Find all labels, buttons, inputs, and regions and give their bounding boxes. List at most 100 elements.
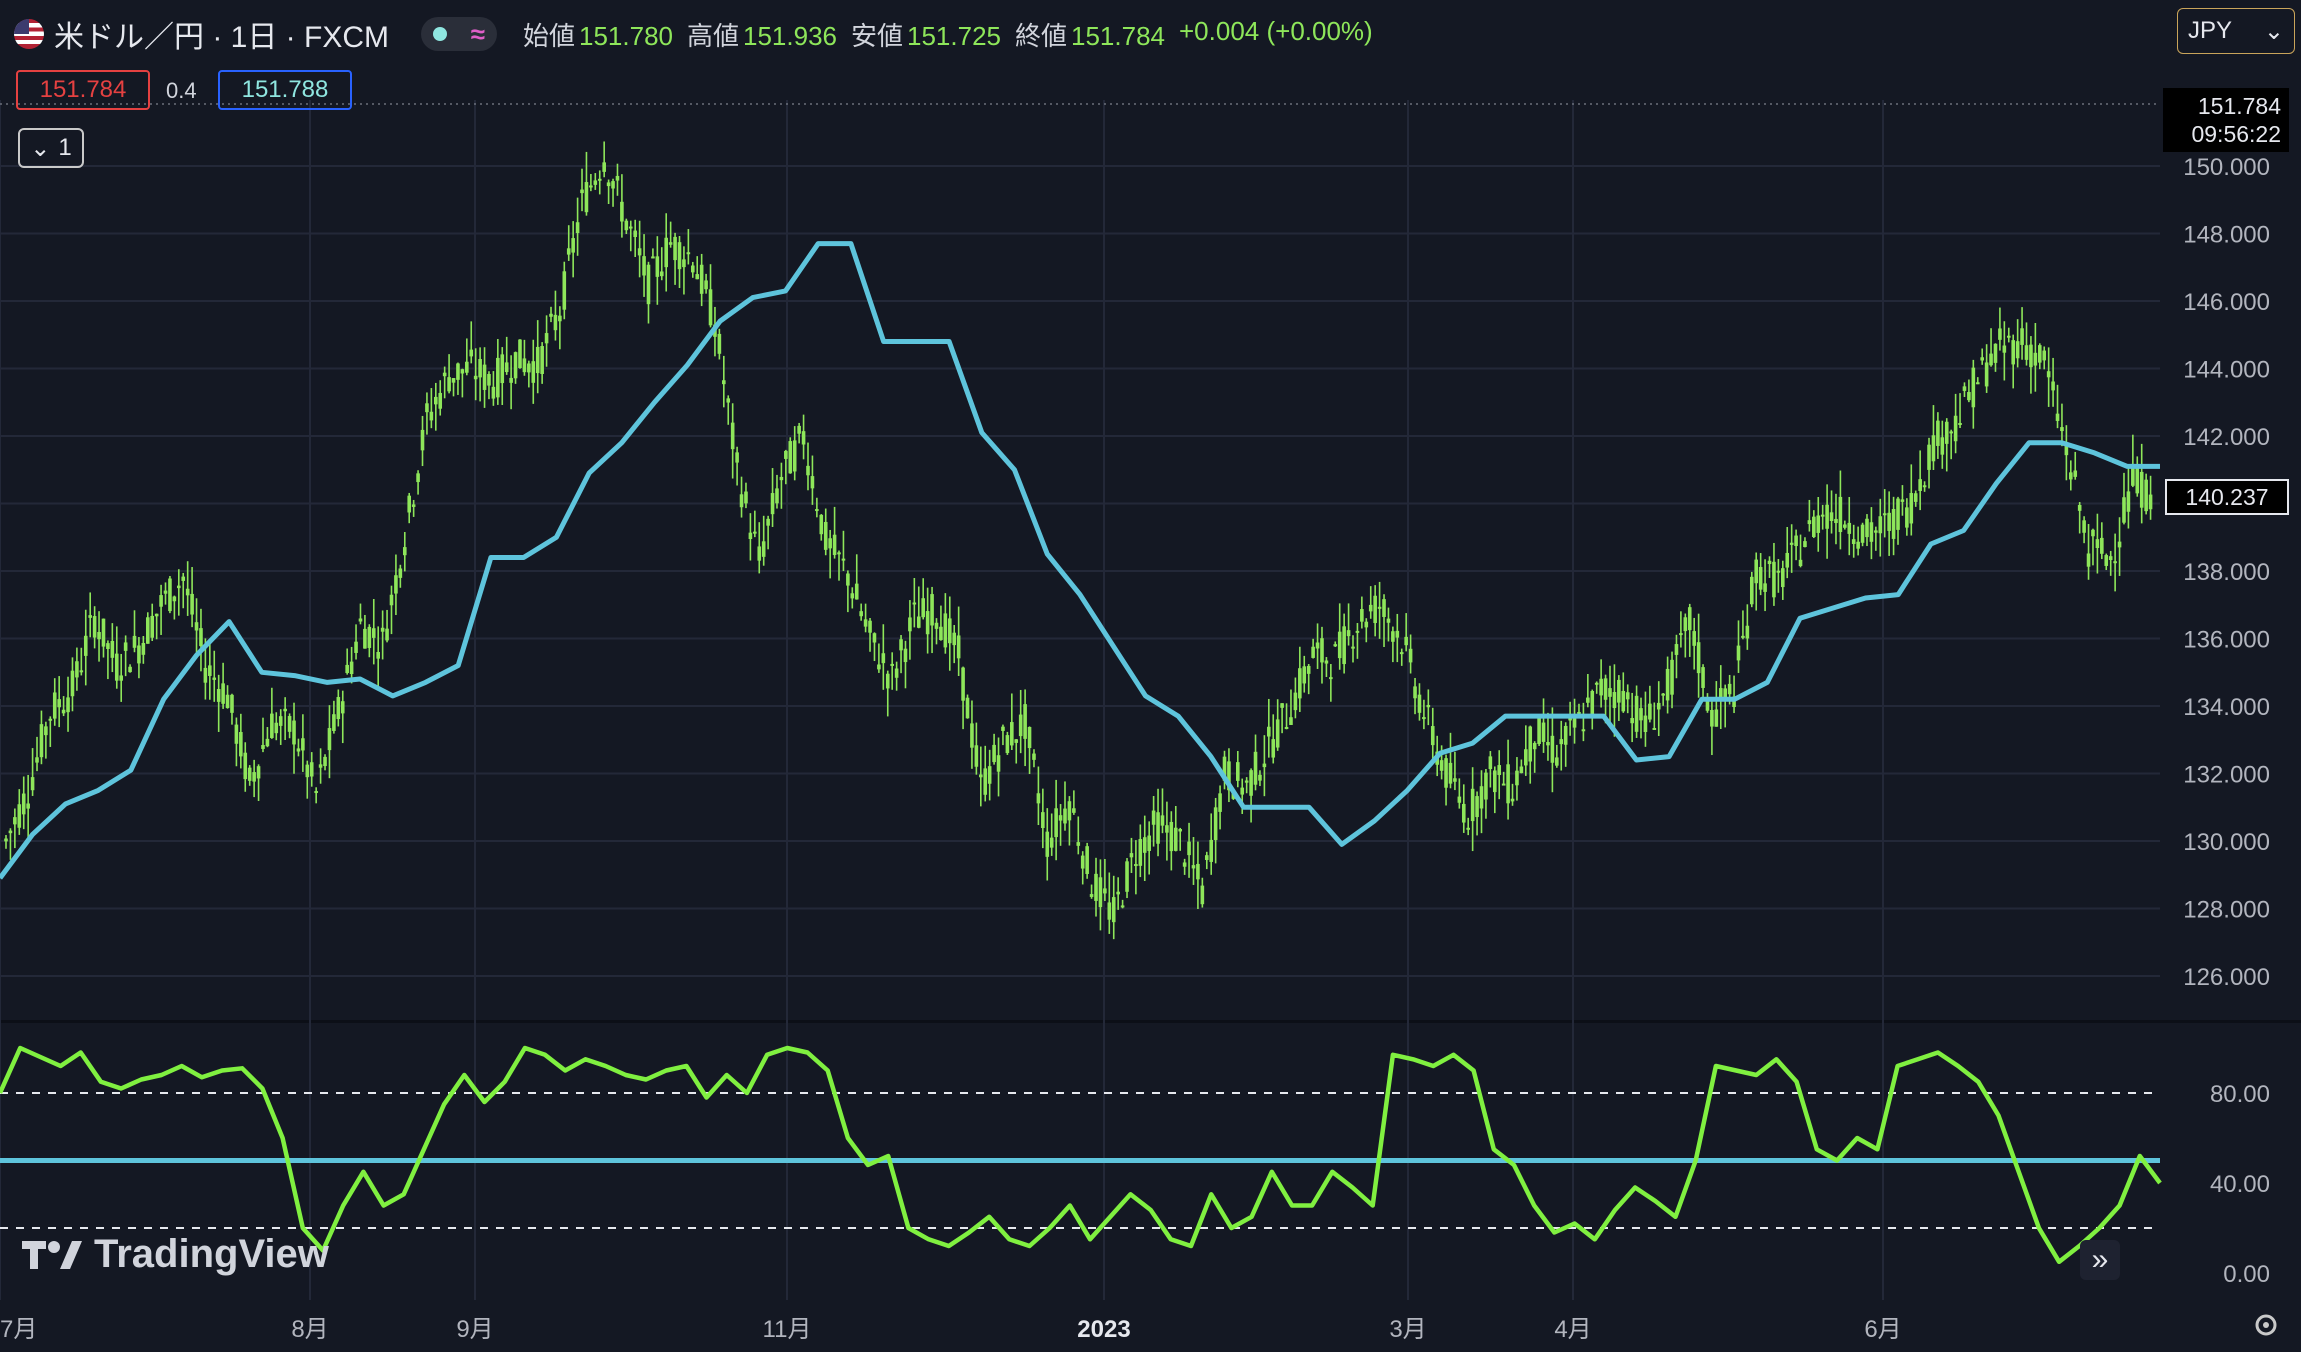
candle-body — [61, 709, 66, 714]
candle-body — [1200, 885, 1205, 905]
candle-body — [110, 640, 115, 658]
candle-body — [274, 722, 279, 734]
gear-icon[interactable] — [2251, 1310, 2281, 1340]
candle-body — [2060, 427, 2064, 432]
candle-body — [1005, 735, 1010, 754]
candle-body — [1510, 798, 1515, 802]
wave-icon: ≈ — [470, 18, 486, 49]
indicator-toggle[interactable]: ≈ — [421, 17, 497, 51]
candle-body — [163, 590, 168, 594]
candle-body — [673, 236, 677, 261]
candle-body — [810, 476, 815, 489]
candle-body — [952, 632, 957, 646]
candle-body — [921, 598, 926, 618]
candle-body — [154, 613, 159, 617]
currency-selector[interactable]: JPY ⌄ — [2177, 8, 2295, 54]
candle-body — [172, 596, 177, 602]
candle-body — [2086, 553, 2091, 567]
candle-body — [1847, 522, 1852, 534]
candle-body — [1608, 688, 1612, 697]
candle-body — [535, 346, 540, 374]
candle-body — [1284, 727, 1289, 729]
candle-body — [1891, 509, 1896, 539]
candle-body — [899, 639, 903, 651]
candle-body — [2046, 371, 2051, 378]
candle-body — [2095, 539, 2100, 549]
candle-body — [593, 180, 598, 185]
candle-body — [717, 333, 722, 354]
candle-body — [1851, 539, 1856, 544]
candle-body — [566, 248, 571, 255]
candle-body — [1838, 496, 1843, 533]
candle-body — [1227, 761, 1231, 791]
double-chevron-right-icon: » — [2091, 1243, 2109, 1276]
candle-body — [894, 668, 899, 678]
candle-body — [1785, 552, 1790, 568]
candle-body — [1568, 718, 1572, 721]
candle-body — [690, 265, 695, 273]
ohlc-open: 始値 151.780 — [523, 20, 673, 51]
candle-body — [2029, 344, 2033, 368]
candle-body — [35, 757, 39, 763]
candle-body — [482, 364, 487, 390]
candle-body — [1036, 793, 1041, 804]
candle-body — [1590, 691, 1595, 716]
candle-body — [584, 182, 589, 213]
candle-body — [527, 363, 531, 373]
candle-body — [1178, 829, 1182, 832]
candle-body — [2104, 555, 2109, 566]
ohlc-low: 安値 151.725 — [851, 20, 1001, 51]
candle-body — [1182, 862, 1187, 867]
symbol-title[interactable]: 米ドル／円 · 1日 · FXCM — [54, 21, 389, 54]
candle-body — [757, 546, 762, 561]
candle-body — [1537, 717, 1541, 744]
candle-body — [296, 748, 301, 752]
candle-body — [642, 256, 646, 276]
buy-price-button[interactable]: 151.788 — [218, 70, 352, 110]
candle-body — [2091, 529, 2095, 537]
candle-body — [234, 724, 239, 744]
candle-body — [1089, 894, 1094, 897]
x-tick-label: 2023 — [1077, 1316, 1130, 1343]
candle-body — [1488, 756, 1493, 770]
candle-body — [239, 732, 243, 757]
candle-body — [1931, 435, 1936, 462]
candle-body — [1781, 568, 1785, 588]
ohlc-close: 終値 151.784 — [1015, 20, 1165, 51]
candle-body — [1049, 837, 1054, 848]
candle-body — [837, 552, 841, 555]
candle-body — [1572, 718, 1577, 728]
candle-body — [1612, 692, 1617, 709]
sell-price-button[interactable]: 151.784 — [16, 70, 150, 110]
candle-body — [2002, 345, 2007, 353]
candle-body — [1001, 726, 1005, 731]
candle-body — [872, 633, 877, 643]
candle-body — [1253, 751, 1258, 785]
candle-body — [1940, 437, 1945, 455]
candle-body — [1754, 559, 1759, 584]
candle-body — [1745, 625, 1750, 639]
candle-body — [1896, 498, 1900, 530]
candle-body — [75, 661, 79, 678]
collapse-indicators-button[interactable]: ⌄ 1 — [18, 128, 84, 168]
candle-body — [2139, 471, 2144, 508]
candle-body — [651, 256, 655, 259]
candle-body — [39, 724, 44, 758]
current-price-label: 151.784 09:56:22 — [2163, 88, 2289, 152]
scroll-to-realtime-button[interactable]: » — [2080, 1240, 2120, 1280]
x-tick-label: 8月 — [291, 1316, 328, 1343]
candle-body — [394, 575, 398, 594]
candle-body — [1532, 742, 1537, 750]
candle-body — [815, 509, 819, 512]
candle-body — [908, 617, 912, 632]
candle-body — [429, 411, 434, 421]
candle-body — [912, 602, 917, 605]
candle-body — [1763, 583, 1767, 592]
candle-body — [1218, 793, 1222, 812]
candle-body — [1958, 422, 1962, 425]
candle-body — [145, 617, 150, 644]
tradingview-logo: TradingView — [22, 1232, 329, 1277]
candle-body — [770, 493, 775, 515]
candle-body — [549, 313, 553, 317]
